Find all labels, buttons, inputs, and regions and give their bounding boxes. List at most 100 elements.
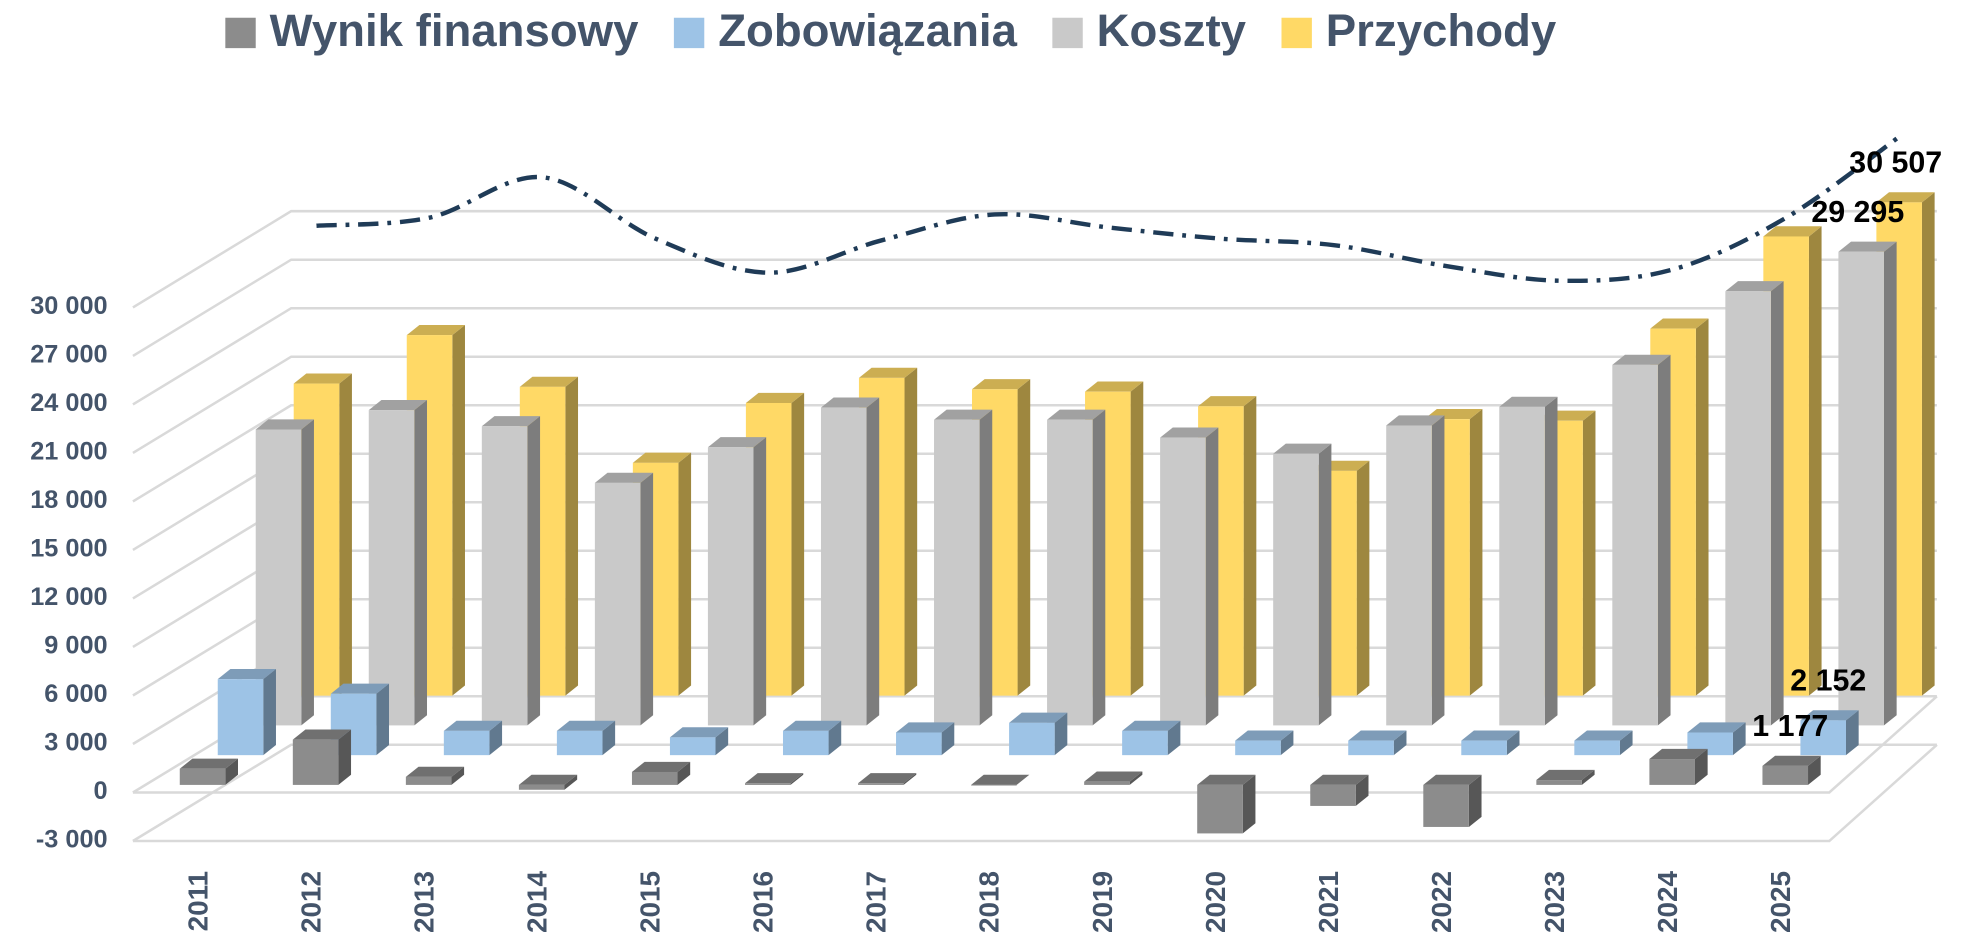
bar-top (745, 392, 805, 403)
y-tick-label: -3 000 (36, 826, 108, 854)
bar-top (1687, 722, 1746, 733)
legend-label: Koszty (1097, 5, 1247, 56)
bar-top (1047, 409, 1106, 420)
bar-side (489, 720, 503, 756)
bar-top (1650, 318, 1709, 329)
x-tick-label: 2014 (522, 870, 553, 932)
bar-top (1009, 712, 1068, 723)
bar (1838, 251, 1884, 726)
bar-side (677, 761, 691, 785)
bar-side (1130, 381, 1144, 696)
y-tick-label: 0 (94, 777, 108, 805)
x-tick-label: 2021 (1313, 871, 1344, 933)
bar-side (1883, 241, 1897, 726)
bar-side (866, 397, 880, 726)
bar-side (979, 409, 993, 726)
x-tick-label: 2012 (295, 871, 326, 933)
bar-side (753, 437, 767, 726)
bar-side (1506, 730, 1520, 756)
bar (1348, 740, 1394, 756)
bar-top (293, 373, 352, 384)
plot: 30 507 29 295 2 152 1 177 (179, 135, 1942, 834)
bar-top (820, 397, 880, 408)
bar-top (1725, 281, 1784, 292)
data-label: 1 177 (1752, 709, 1828, 743)
bar-top (368, 399, 428, 411)
bar (707, 447, 754, 726)
bar-top (971, 774, 1030, 785)
bar-side (1581, 769, 1595, 785)
bar-top (1574, 730, 1633, 741)
bar (745, 783, 791, 785)
bar (1536, 780, 1582, 785)
bar-side (1393, 730, 1407, 756)
bar-top (1499, 396, 1558, 407)
bar-top (858, 773, 917, 784)
bar-top (1649, 748, 1708, 760)
bar (1122, 730, 1168, 756)
y-tick-label: 6 000 (44, 680, 107, 708)
bar-side (565, 376, 579, 696)
y-tick-label: 21 000 (30, 438, 107, 466)
bar-top (1800, 710, 1859, 721)
y-tick-label: 30 000 (30, 292, 107, 320)
bar-top (1762, 755, 1821, 766)
bar-top (745, 773, 804, 784)
bar (1235, 740, 1281, 756)
bar (1423, 784, 1469, 827)
x-tick-label: 2023 (1539, 871, 1570, 933)
bar-side (1544, 396, 1558, 726)
bar-top (669, 727, 729, 738)
bar-top (594, 472, 654, 483)
bar-side (640, 472, 654, 726)
data-label: 2 152 (1790, 663, 1866, 697)
x-tick-label: 2013 (408, 871, 439, 933)
bar-side (1468, 774, 1482, 827)
legend-swatch (673, 17, 705, 49)
bar (292, 739, 339, 785)
y-tick-label: 12 000 (30, 583, 107, 611)
bar (631, 771, 678, 785)
legend-label: Wynik finansowy (270, 5, 639, 56)
bar-top (1160, 427, 1219, 438)
bar-top (481, 416, 541, 427)
bar-top (217, 669, 276, 680)
bar-top (1536, 769, 1595, 781)
bar-side (1619, 730, 1633, 756)
bar (481, 426, 528, 726)
bar-side (904, 367, 918, 696)
bar-top (1197, 774, 1256, 785)
bar-top (1198, 396, 1257, 407)
x-tick-label: 2015 (635, 871, 666, 933)
bar-top (1273, 443, 1332, 454)
y-tick-label: 18 000 (30, 486, 107, 514)
bar-top (631, 761, 691, 772)
bar (556, 730, 603, 756)
bar-side (941, 722, 955, 756)
bar-side (1356, 460, 1370, 696)
bar-top (1461, 730, 1520, 741)
bar (1310, 784, 1356, 806)
bar (217, 679, 264, 756)
bar (858, 783, 904, 785)
bar (1047, 419, 1093, 726)
legend: Wynik finansowy Zobowiązania Koszty Przycho… (225, 5, 1557, 56)
bar-top (330, 683, 390, 694)
bar-side (414, 399, 428, 726)
legend-swatch (225, 17, 256, 49)
bar-side (1770, 281, 1784, 726)
grid-line (132, 258, 1937, 358)
bar (1499, 406, 1545, 726)
bar-side (263, 669, 276, 756)
bar (1084, 781, 1130, 785)
bar-top (707, 437, 767, 448)
data-label: 30 507 (1849, 145, 1942, 179)
bar-side (678, 452, 692, 696)
trend-line (316, 135, 1901, 284)
bar-side (564, 774, 578, 790)
bar-side (376, 683, 390, 756)
grid-line (132, 403, 1937, 503)
bar-side (1808, 226, 1822, 696)
bar (1725, 291, 1771, 726)
